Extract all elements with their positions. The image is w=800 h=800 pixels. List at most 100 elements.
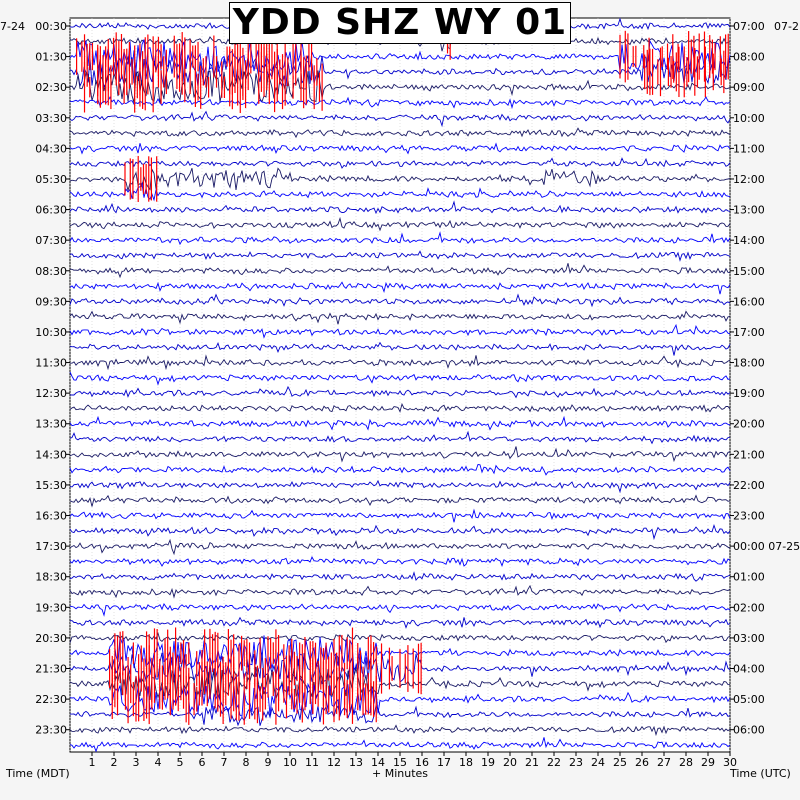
trace-row [69,216,731,232]
right-tick-label: 00:00 07-25 [733,540,800,553]
x-tick-label: 30 [723,756,737,769]
left-tick-label: 05:30 [35,173,67,186]
x-tick-label: 12 [327,756,341,769]
right-tick-label: 17:00 [733,326,765,339]
trace-row [69,494,731,507]
right-tick-label: 06:00 [733,724,765,737]
x-tick-label: 24 [591,756,605,769]
left-tick-label: 04:30 [35,142,67,155]
left-tick-label: 22:30 [35,693,67,706]
left-tick-label: 09:30 [35,295,67,308]
x-tick-label: 22 [547,756,561,769]
trace-row [69,571,731,582]
x-tick-label: 4 [155,756,162,769]
trace-row [69,603,731,617]
left-tick-label: 10:30 [35,326,67,339]
trace-row [69,70,731,104]
x-tick-label: 10 [283,756,297,769]
right-tick-label: 03:00 [733,632,765,645]
left-tick-label: 23:30 [35,724,67,737]
right-tick-label: 05:00 [733,693,765,706]
x-tick-label: 21 [525,756,539,769]
trace-row [69,724,731,737]
left-tick-label: 02:30 [35,81,67,94]
right-tick-label: 10:00 [733,112,765,125]
trace-row [69,142,731,155]
trace-row [69,737,731,753]
trace-row [69,538,731,556]
right-tick-label: 02:00 [733,601,765,614]
x-tick-label: 18 [459,756,473,769]
trace-row [69,508,731,523]
trace-row [69,231,731,246]
trace-row [69,430,731,445]
x-tick-label: 16 [415,756,429,769]
clipped-segment [619,30,729,83]
left-tick-label: 16:30 [35,510,67,523]
x-tick-label: 19 [481,756,495,769]
trace-row [69,96,731,110]
x-tick-label: 13 [349,756,363,769]
right-tick-label: 09:00 [733,81,765,94]
x-tick-label: 28 [679,756,693,769]
trace-row [69,584,731,599]
clipped-segment [111,673,377,725]
trace-row [69,556,731,568]
trace-row [69,167,731,191]
left-tick-label: 20:30 [35,632,67,645]
right-axis-caption: Time (UTC) [730,767,791,780]
x-tick-label: 17 [437,756,451,769]
left-tick-label: 00:30 [35,20,67,33]
trace-row [69,293,731,308]
trace-row [69,200,731,215]
trace-row [69,523,731,541]
right-tick-label: 23:00 [733,510,765,523]
left-tick-label: 17:30 [35,540,67,553]
seismic-traces [69,14,731,753]
left-axis-caption: Time (MDT) [6,767,70,780]
x-tick-label: 25 [613,756,627,769]
x-tick-label: 11 [305,756,319,769]
trace-row [69,110,731,128]
clipped-segment [83,61,323,114]
x-tick-label: 2 [111,756,118,769]
trace-row [69,616,731,629]
trace-row [69,631,731,644]
left-date-label: 7-24 [0,20,25,33]
trace-row [69,281,731,295]
right-tick-label: 22:00 [733,479,765,492]
right-date-label: 07-2 [774,20,799,33]
left-tick-label: 07:30 [35,234,67,247]
trace-row [69,479,731,494]
left-tick-label: 19:30 [35,601,67,614]
x-axis-caption: + Minutes [372,767,429,780]
left-tick-label: 12:30 [35,387,67,400]
trace-row [69,250,731,262]
left-tick-label: 01:30 [35,51,67,64]
clipped-segment [124,155,158,203]
x-tick-label: 3 [133,756,140,769]
x-tick-label: 6 [199,756,206,769]
trace-row [69,446,731,463]
x-tick-label: 15 [393,756,407,769]
right-tick-label: 18:00 [733,357,765,370]
clipped-segment [644,46,725,98]
x-tick-label: 8 [243,756,250,769]
x-tick-label: 23 [569,756,583,769]
trace-row [69,682,731,718]
x-tick-label: 27 [657,756,671,769]
left-tick-label: 21:30 [35,663,67,676]
title-box: YDD SHZ WY 01 [229,2,571,44]
right-tick-label: 15:00 [733,265,765,278]
trace-row [69,323,731,339]
right-tick-label: 16:00 [733,295,765,308]
right-tick-label: 13:00 [733,204,765,217]
left-tick-label: 14:30 [35,448,67,461]
trace-row [69,127,731,139]
right-tick-label: 04:00 [733,663,765,676]
right-tick-label: 19:00 [733,387,765,400]
chart-title: YDD SHZ WY 01 [232,2,568,43]
right-tick-label: 14:00 [733,234,765,247]
trace-row [69,341,731,356]
left-tick-label: 13:30 [35,418,67,431]
